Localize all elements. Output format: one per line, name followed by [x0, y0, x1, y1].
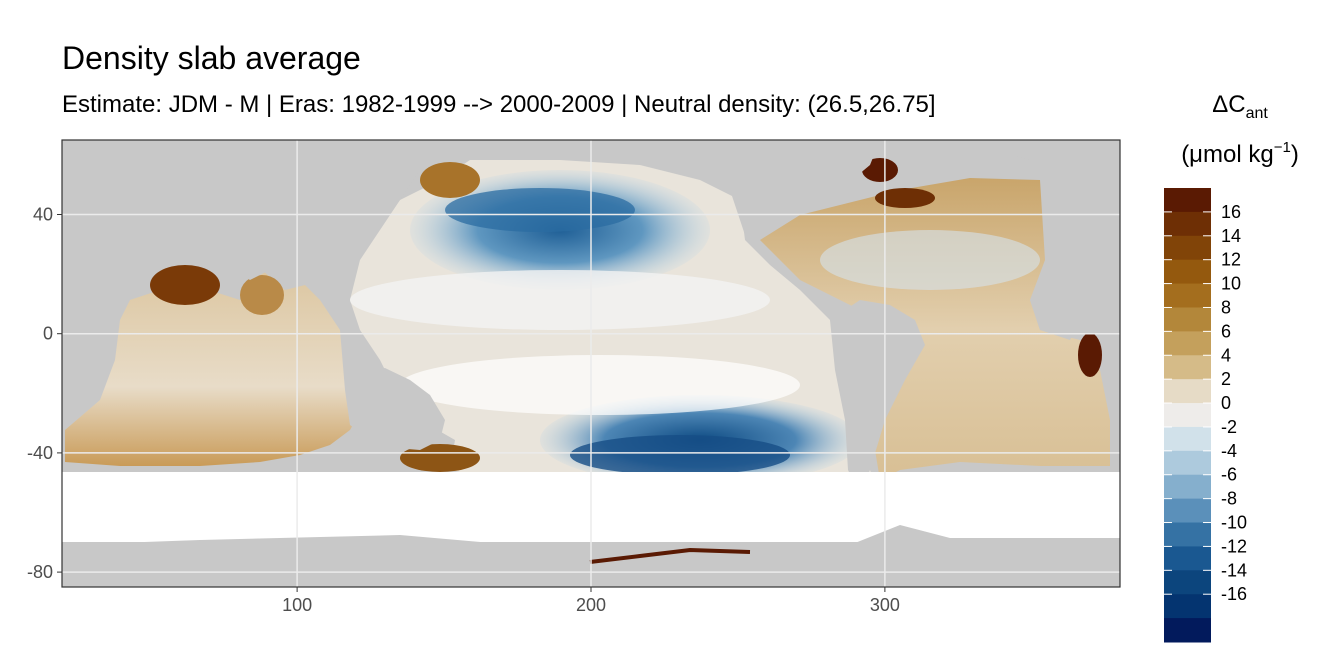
colorbar-label: -6	[1221, 465, 1237, 485]
australia-landmass	[345, 368, 445, 450]
gridlines	[62, 140, 1120, 587]
colorbar-label: -2	[1221, 417, 1237, 437]
colorbar-segment	[1164, 211, 1211, 237]
colorbar: 16 14 12 10 8 6 4 2 0 -2 -4 -6 -8 -10 -12 -14 -16	[1164, 188, 1247, 643]
colorbar-label: 2	[1221, 369, 1231, 389]
map-panel	[62, 140, 1120, 587]
labrador-hotspot	[862, 158, 898, 182]
europe-landmass	[960, 140, 1120, 175]
colorbar-label: -16	[1221, 584, 1247, 604]
colorbar-segment	[1164, 403, 1211, 428]
south-pacific-white-band	[400, 355, 800, 415]
y-tick-label: 40	[33, 205, 53, 225]
colorbar-label: 4	[1221, 345, 1231, 365]
legend-unit: (μmol kg−1)	[1181, 139, 1299, 168]
colorbar-label: -4	[1221, 441, 1237, 461]
colorbar-segment	[1164, 426, 1211, 452]
x-tick-label: 300	[870, 595, 900, 615]
north-pacific-core	[445, 188, 635, 232]
gulf-of-guinea-hotspot	[1078, 333, 1102, 377]
indian-ocean-region	[65, 268, 370, 466]
colorbar-segment	[1164, 498, 1211, 524]
colorbar-segment	[1164, 522, 1211, 547]
legend-title: ΔCant	[1212, 91, 1268, 122]
north-america-landmass	[640, 140, 880, 235]
okhotsk-hotspot	[420, 162, 480, 198]
ocean-field	[65, 158, 1110, 500]
colorbar-label: -10	[1221, 513, 1247, 533]
colorbar-segment	[1164, 618, 1211, 643]
colorbar-segment	[1164, 355, 1211, 380]
x-tick-label: 100	[282, 595, 312, 615]
y-tick-label: -80	[27, 562, 53, 582]
colorbar-segment	[1164, 283, 1211, 308]
colorbar-segment	[1164, 235, 1211, 261]
colorbar-segment	[1164, 331, 1211, 356]
chart-title: Density slab average	[62, 40, 361, 76]
legend-unit-suffix: )	[1291, 141, 1299, 168]
colorbar-segment	[1164, 570, 1211, 595]
legend-unit-exponent: −1	[1274, 139, 1291, 156]
colorbar-legend: ΔCant (μmol kg−1) 16 14 12 10 8 6 4 2 0 -2 -4 -6 -8 -…	[1164, 91, 1299, 643]
colorbar-segment	[1164, 474, 1211, 500]
colorbar-label: 10	[1221, 274, 1241, 294]
y-tick-label: 0	[43, 324, 53, 344]
chart-subtitle: Estimate: JDM - M | Eras: 1982-1999 --> …	[62, 91, 936, 118]
north-atlantic-hotspot	[875, 188, 935, 208]
antarctic-shelf-hotspot	[589, 547, 751, 564]
south-pacific-core	[570, 435, 790, 475]
asia-landmass	[62, 140, 420, 300]
legend-unit-prefix: (μmol kg	[1181, 141, 1274, 168]
land-masses	[62, 140, 1120, 495]
atlantic-light-band	[820, 230, 1040, 290]
colorbar-label: 16	[1221, 202, 1241, 222]
legend-title-symbol: ΔC	[1212, 91, 1245, 118]
africa-landmass	[1030, 180, 1110, 340]
colorbar-label: 0	[1221, 393, 1231, 413]
colorbar-segment	[1164, 259, 1211, 285]
equatorial-pacific-stripes	[350, 270, 770, 330]
colorbar-label: -14	[1221, 560, 1247, 580]
colorbar-segment	[1164, 307, 1211, 332]
colorbar-segment	[1164, 594, 1211, 619]
colorbar-segment	[1164, 450, 1211, 476]
colorbar-segment	[1164, 379, 1211, 404]
bay-of-bengal-hotspot	[240, 275, 284, 315]
colorbar-label: -8	[1221, 489, 1237, 509]
colorbar-label: 8	[1221, 297, 1231, 317]
colorbar-label: -12	[1221, 536, 1247, 556]
colorbar-segment	[1164, 188, 1211, 213]
x-tick-label: 200	[576, 595, 606, 615]
legend-title-subscript: ant	[1246, 105, 1269, 122]
colorbar-label: 6	[1221, 321, 1231, 341]
colorbar-label: 12	[1221, 250, 1241, 270]
colorbar-segment	[1164, 546, 1211, 571]
colorbar-label: 14	[1221, 226, 1241, 246]
arabian-sea-hotspot	[150, 265, 220, 305]
south-america-landmass	[830, 300, 925, 495]
y-tick-label: -40	[27, 443, 53, 463]
tasman-hotspot	[400, 444, 480, 472]
